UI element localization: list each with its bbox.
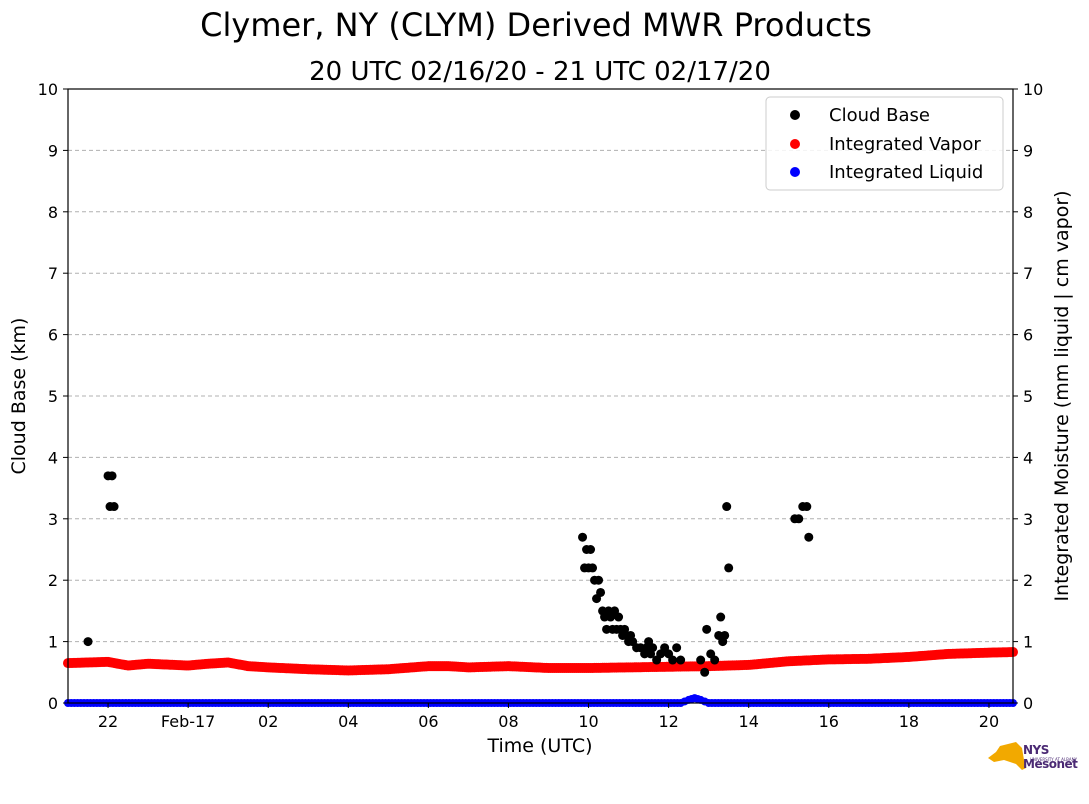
legend-label-cloud-base: Cloud Base	[829, 105, 930, 126]
left-y-tick-label: 1	[48, 633, 58, 652]
legend-label-integrated-liquid: Integrated Liquid	[829, 162, 983, 183]
left-y-tick-label: 0	[48, 694, 58, 713]
left-y-tick-label: 3	[48, 510, 58, 529]
x-tick-label: 14	[739, 712, 759, 731]
cloud-base-point	[724, 563, 734, 573]
right-y-tick-label: 2	[1023, 571, 1033, 590]
x-tick-label: Feb-17	[161, 712, 215, 731]
ny-state-shape-icon	[988, 742, 1026, 770]
cloud-base-point	[696, 655, 706, 665]
cloud-base-point	[710, 655, 720, 665]
chart-title: Clymer, NY (CLYM) Derived MWR Products	[200, 6, 872, 44]
legend-marker-cloud-base	[790, 110, 800, 120]
legend-box	[765, 96, 1004, 191]
right-y-tick-label: 1	[1023, 633, 1033, 652]
x-axis: 22 Feb-17 02 04 06 08 10 12 14 16 18 20	[98, 703, 999, 731]
right-y-tick-label: 8	[1023, 203, 1033, 222]
x-tick-label: 06	[418, 712, 438, 731]
cloud-base-point	[109, 502, 119, 512]
right-y-tick-label: 10	[1023, 80, 1043, 99]
series-layer	[63, 471, 1018, 707]
right-y-tick-label: 7	[1023, 264, 1033, 283]
legend-marker-integrated-vapor	[790, 139, 800, 149]
cloud-base-point	[702, 624, 712, 634]
cloud-base-point	[578, 532, 588, 542]
left-y-tick-label: 4	[48, 448, 58, 467]
cloud-base-point	[594, 575, 604, 585]
x-axis-label: Time (UTC)	[486, 735, 592, 757]
cloud-base-point	[716, 612, 726, 622]
x-tick-label: 20	[979, 712, 999, 731]
left-y-tick-label: 9	[48, 141, 58, 160]
x-tick-label: 18	[899, 712, 919, 731]
cloud-base-point	[676, 655, 686, 665]
legend-label-integrated-vapor: Integrated Vapor	[829, 134, 981, 155]
left-y-tick-label: 10	[38, 80, 58, 99]
cloud-base-point	[83, 637, 93, 647]
left-y-tick-label: 8	[48, 203, 58, 222]
right-y-axis-label: Integrated Moisture (mm liquid | cm vapo…	[1051, 190, 1073, 601]
logo-subtext: UNIVERSITY AT ALBANY	[1030, 757, 1078, 762]
nys-mesonet-logo	[988, 742, 1026, 770]
cloud-base-point	[588, 563, 598, 573]
cloud-base-point	[794, 514, 804, 524]
cloud-base-point	[804, 532, 814, 542]
left-y-tick-label: 2	[48, 571, 58, 590]
right-y-tick-label: 4	[1023, 448, 1033, 467]
right-y-tick-label: 9	[1023, 141, 1033, 160]
left-y-tick-label: 7	[48, 264, 58, 283]
left-y-axis-label: Cloud Base (km)	[8, 318, 30, 475]
x-tick-label: 04	[338, 712, 358, 731]
right-y-tick-label: 6	[1023, 326, 1033, 345]
logo-text: NYS Mesonet	[1023, 743, 1078, 771]
x-tick-label: 16	[819, 712, 839, 731]
cloud-base-point	[596, 587, 606, 597]
cloud-base-point	[672, 643, 682, 653]
left-y-tick-label: 5	[48, 387, 58, 406]
cloud-base-point	[668, 655, 678, 665]
x-tick-label: 12	[658, 712, 678, 731]
cloud-base-point	[107, 471, 117, 481]
x-tick-label: 22	[98, 712, 118, 731]
right-y-axis: 0 1 2 3 4 5 6 7 8 9 10	[1013, 80, 1043, 713]
chart-subtitle: 20 UTC 02/16/20 - 21 UTC 02/17/20	[309, 57, 771, 87]
right-y-tick-label: 5	[1023, 387, 1033, 406]
cloud-base-point	[722, 502, 732, 512]
right-y-tick-label: 0	[1023, 694, 1033, 713]
x-tick-label: 08	[498, 712, 518, 731]
left-y-axis: 0 1 2 3 4 5 6 7 8 9 10	[38, 80, 68, 713]
right-y-tick-label: 3	[1023, 510, 1033, 529]
legend-marker-integrated-liquid	[790, 167, 800, 177]
cloud-base-point	[700, 667, 710, 677]
x-tick-label: 10	[578, 712, 598, 731]
cloud-base-point	[720, 630, 730, 640]
x-tick-label: 02	[258, 712, 278, 731]
left-y-tick-label: 6	[48, 326, 58, 345]
cloud-base-point	[802, 502, 812, 512]
cloud-base-point	[648, 643, 658, 653]
cloud-base-point	[586, 545, 596, 554]
grid-lines	[68, 149, 1013, 643]
cloud-base-point	[614, 612, 624, 622]
legend: Cloud Base Integrated Vapor Integrated L…	[765, 96, 1004, 191]
